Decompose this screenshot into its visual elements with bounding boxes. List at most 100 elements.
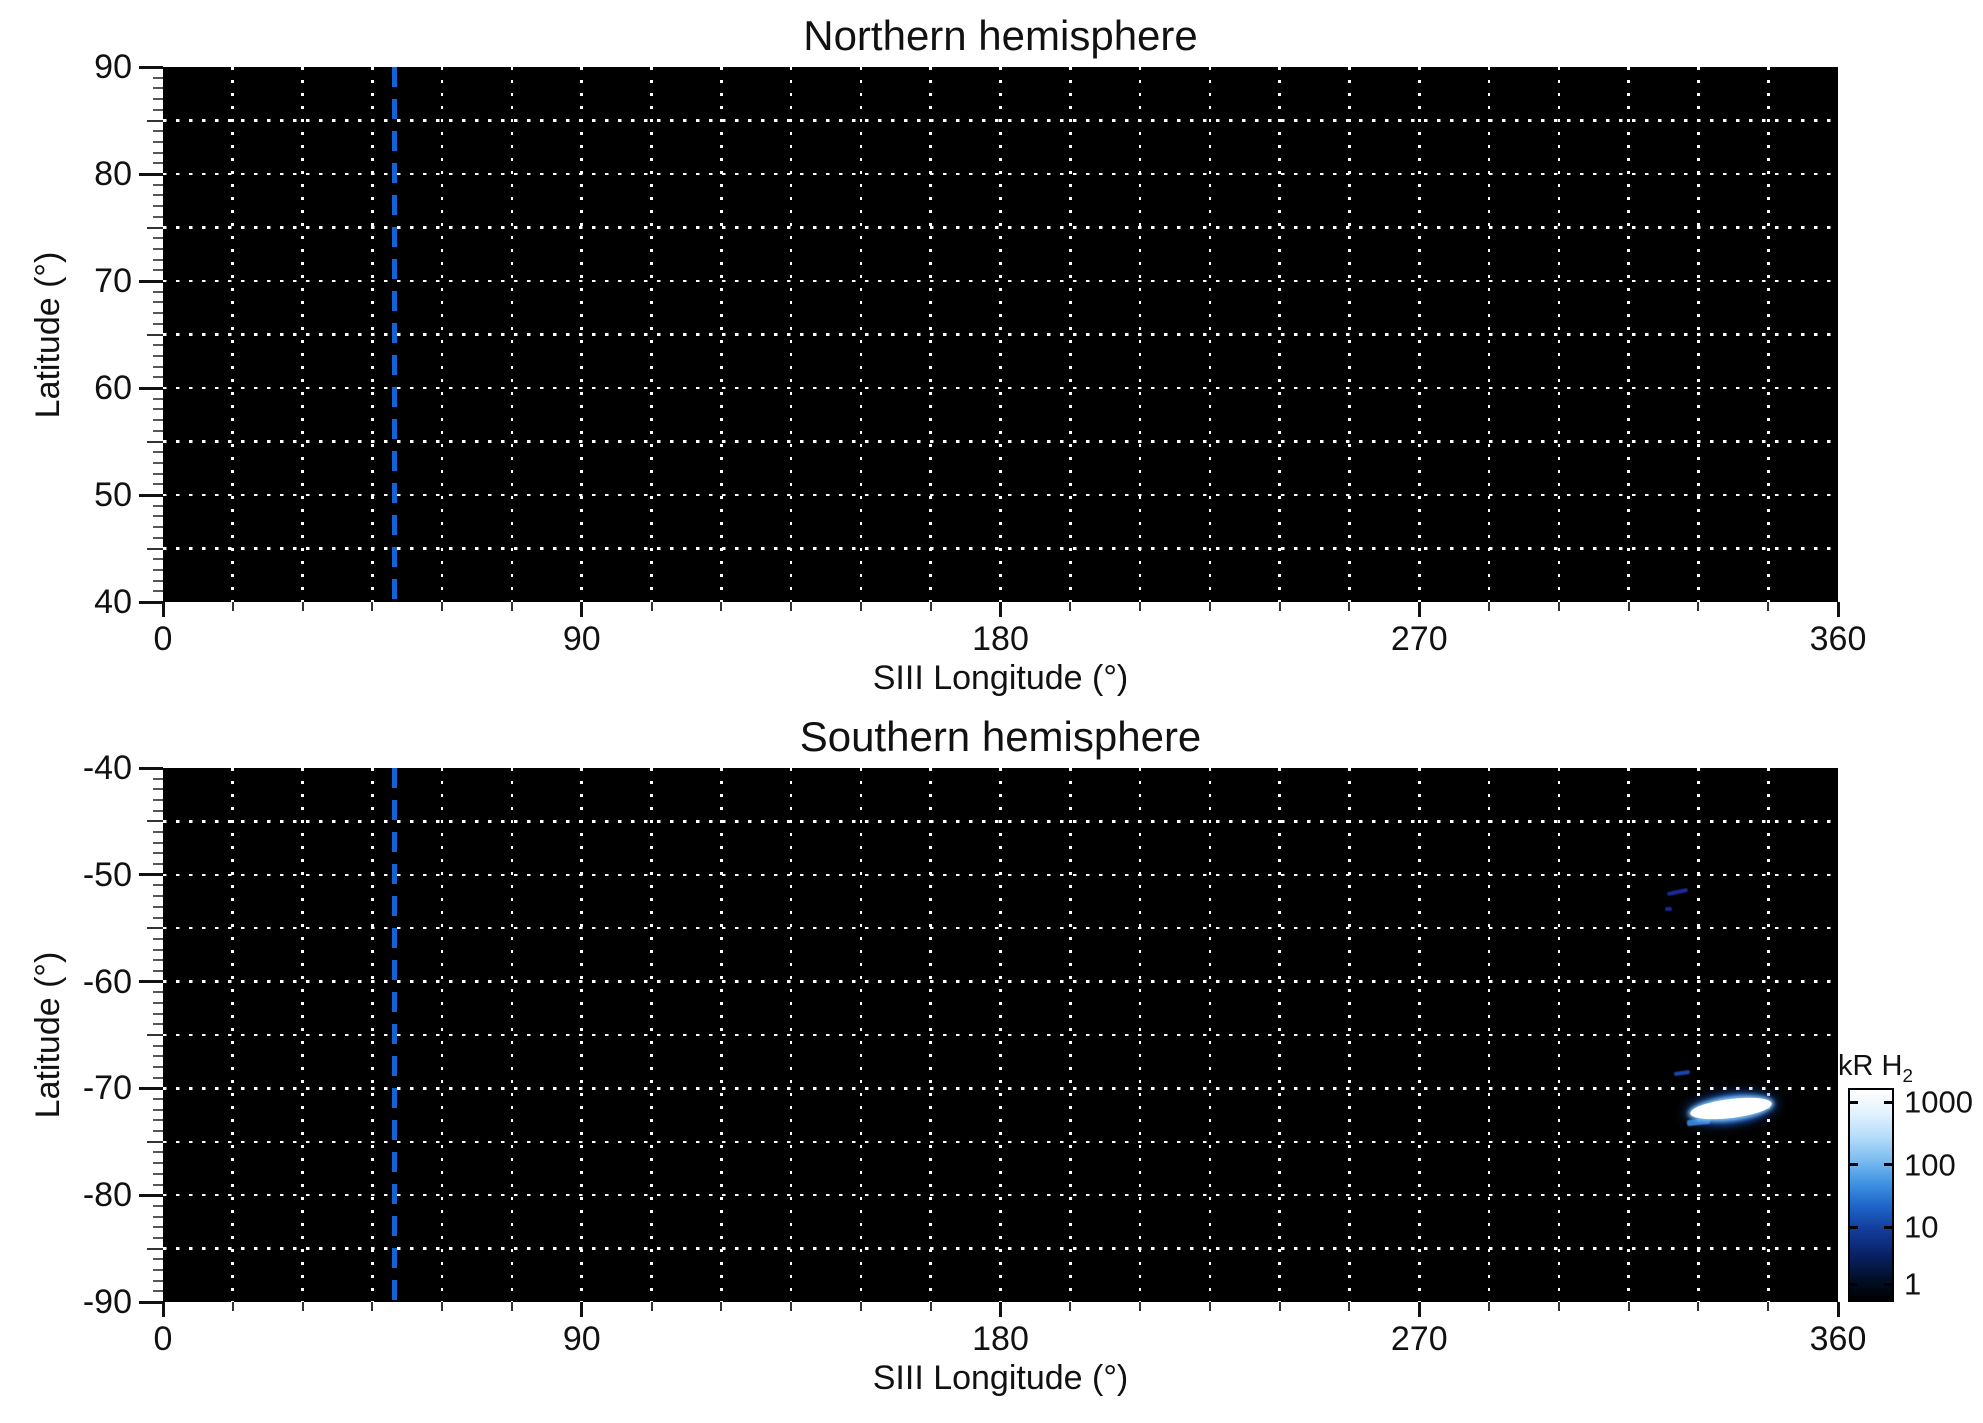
x-tick bbox=[301, 602, 304, 611]
y-tick bbox=[139, 65, 163, 69]
y-tick bbox=[153, 258, 163, 261]
x-tick bbox=[301, 1302, 304, 1311]
y-tick bbox=[153, 397, 163, 400]
x-tick-label: 180 bbox=[972, 620, 1029, 658]
x-tick bbox=[1348, 1302, 1351, 1311]
y-tick bbox=[153, 504, 163, 507]
gridline-horizontal bbox=[163, 1140, 1838, 1144]
y-tick bbox=[153, 151, 163, 154]
y-tick bbox=[153, 1108, 163, 1111]
y-tick bbox=[153, 472, 163, 475]
y-tick bbox=[147, 1247, 163, 1250]
y-tick-label: -90 bbox=[82, 1283, 132, 1321]
y-tick bbox=[153, 1076, 163, 1079]
y-axis-label-northern: Latitude (°) bbox=[29, 251, 67, 418]
y-tick bbox=[153, 98, 163, 101]
y-tick bbox=[153, 1258, 163, 1261]
gridline-horizontal bbox=[163, 493, 1838, 497]
y-tick bbox=[153, 841, 163, 844]
colorbar-tick bbox=[1850, 1225, 1858, 1229]
y-tick bbox=[153, 1001, 163, 1004]
x-tick bbox=[510, 602, 513, 611]
y-tick bbox=[153, 269, 163, 272]
y-tick bbox=[147, 1034, 163, 1036]
y-tick bbox=[153, 1162, 163, 1165]
gridline-horizontal bbox=[163, 119, 1838, 122]
x-tick bbox=[231, 1302, 234, 1311]
y-tick bbox=[153, 1183, 163, 1186]
x-tick bbox=[1208, 1302, 1211, 1311]
y-tick bbox=[147, 927, 163, 930]
y-tick bbox=[153, 536, 163, 539]
y-tick bbox=[153, 590, 163, 593]
y-tick bbox=[153, 483, 163, 486]
colorbar-tick bbox=[1850, 1282, 1858, 1286]
y-tick bbox=[153, 140, 163, 143]
x-tick bbox=[580, 602, 584, 617]
colorbar-tick-label: 1 bbox=[1904, 1266, 1922, 1302]
x-tick bbox=[161, 1302, 165, 1317]
x-tick-label: 360 bbox=[1809, 620, 1867, 658]
y-tick bbox=[153, 1172, 163, 1175]
gridline-horizontal bbox=[163, 440, 1838, 443]
x-tick bbox=[1767, 1302, 1770, 1311]
y-tick bbox=[153, 183, 163, 186]
y-tick bbox=[153, 76, 163, 79]
x-tick-label: 270 bbox=[1390, 1320, 1448, 1358]
x-tick bbox=[441, 602, 444, 611]
colorbar-tick-label: 10 bbox=[1904, 1209, 1939, 1245]
colorbar-tick-label: 100 bbox=[1904, 1147, 1956, 1183]
y-tick bbox=[147, 1140, 163, 1143]
x-tick-label: 270 bbox=[1390, 620, 1448, 658]
x-tick-label: 0 bbox=[153, 1320, 173, 1358]
y-tick bbox=[147, 820, 163, 823]
colorbar-unit-text: kR H bbox=[1838, 1050, 1903, 1082]
y-tick bbox=[153, 1119, 163, 1122]
x-tick bbox=[1208, 602, 1211, 611]
y-tick bbox=[153, 905, 163, 908]
x-tick bbox=[790, 1302, 793, 1311]
y-tick bbox=[139, 1193, 163, 1197]
y-tick-label: -50 bbox=[82, 855, 132, 894]
y-tick bbox=[139, 386, 163, 390]
y-tick-label: -70 bbox=[82, 1069, 132, 1108]
x-tick bbox=[999, 602, 1002, 617]
gridline-horizontal bbox=[163, 820, 1838, 823]
x-tick bbox=[1139, 1302, 1142, 1311]
y-tick bbox=[153, 526, 163, 529]
faint-emission-feature bbox=[1673, 1070, 1691, 1077]
gridline-horizontal bbox=[163, 1033, 1838, 1037]
y-tick bbox=[139, 493, 163, 497]
gridline-horizontal bbox=[163, 926, 1838, 930]
y-tick bbox=[153, 1130, 163, 1133]
x-tick bbox=[1417, 1302, 1421, 1317]
x-tick bbox=[1697, 1302, 1700, 1311]
panel-title-southern: Southern hemisphere bbox=[799, 713, 1202, 760]
colorbar-tick bbox=[1884, 1282, 1892, 1286]
y-tick bbox=[147, 226, 163, 229]
gridline-horizontal bbox=[163, 1193, 1838, 1197]
y-tick bbox=[139, 980, 163, 984]
gridline-horizontal bbox=[163, 172, 1838, 176]
x-tick-label: 90 bbox=[562, 620, 601, 658]
x-tick-label: 180 bbox=[972, 1320, 1029, 1358]
y-tick bbox=[153, 1098, 163, 1101]
x-tick bbox=[371, 602, 374, 611]
x-tick-label: 0 bbox=[153, 620, 173, 658]
x-tick bbox=[580, 1302, 584, 1317]
y-tick bbox=[153, 247, 163, 250]
y-tick bbox=[153, 809, 163, 812]
y-tick bbox=[153, 788, 163, 791]
y-tick bbox=[153, 579, 163, 582]
faint-emission-feature bbox=[1664, 907, 1673, 911]
x-tick bbox=[720, 602, 723, 611]
y-tick bbox=[153, 916, 163, 919]
y-tick bbox=[139, 766, 163, 770]
y-tick bbox=[147, 333, 163, 336]
y-tick bbox=[153, 419, 163, 422]
y-tick bbox=[139, 279, 163, 283]
colorbar-tick-label: 1000 bbox=[1904, 1084, 1973, 1120]
y-tick bbox=[153, 322, 163, 325]
y-tick bbox=[153, 429, 163, 432]
